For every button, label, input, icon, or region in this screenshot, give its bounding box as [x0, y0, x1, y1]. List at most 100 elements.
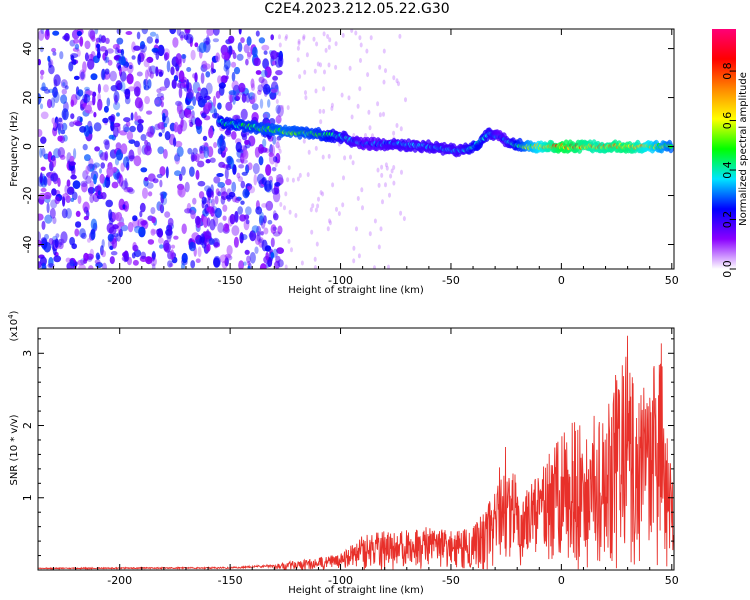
- noise-speckle: [328, 37, 332, 43]
- noise-speckle: [274, 162, 278, 168]
- noise-speckle: [241, 93, 247, 103]
- noise-speckle: [149, 71, 154, 79]
- noise-speckle: [357, 253, 361, 259]
- noise-speckle: [217, 222, 225, 233]
- noise-speckle: [84, 40, 91, 50]
- noise-speckle: [309, 207, 313, 213]
- noise-speckle: [356, 103, 360, 109]
- noise-speckle: [140, 251, 146, 260]
- noise-speckle: [181, 54, 187, 59]
- noise-speckle: [237, 176, 243, 183]
- noise-speckle: [59, 51, 64, 60]
- x-tick-label: -50: [442, 574, 460, 587]
- noise-speckle: [116, 112, 120, 117]
- noise-speckle: [384, 68, 387, 74]
- noise-speckle: [47, 263, 55, 269]
- noise-speckle: [206, 29, 215, 36]
- noise-speckle: [110, 85, 118, 92]
- noise-speckle: [126, 73, 134, 85]
- noise-speckle: [125, 121, 131, 127]
- noise-speckle: [123, 156, 130, 168]
- noise-speckle: [224, 257, 229, 267]
- colorbar-tick-label: 0.8: [721, 62, 734, 80]
- noise-speckle: [262, 111, 271, 120]
- noise-speckle: [64, 32, 70, 42]
- spectrogram-y-axis-label: Frequency (Hz): [9, 111, 20, 187]
- noise-speckle: [83, 215, 89, 221]
- noise-speckle: [40, 187, 47, 193]
- noise-speckle: [274, 182, 281, 187]
- noise-speckle: [192, 197, 197, 205]
- noise-speckle: [385, 165, 389, 171]
- noise-speckle: [80, 71, 85, 80]
- noise-speckle: [152, 178, 159, 184]
- noise-speckle: [143, 59, 150, 68]
- noise-speckle: [208, 198, 213, 204]
- noise-speckle: [297, 40, 301, 46]
- noise-speckle: [334, 41, 338, 47]
- noise-speckle: [146, 182, 154, 189]
- noise-speckle: [101, 68, 105, 80]
- noise-speckle: [241, 171, 248, 176]
- noise-speckle: [40, 69, 45, 76]
- noise-speckle: [187, 147, 193, 155]
- noise-speckle: [141, 29, 149, 35]
- y-tick-label: -40: [21, 236, 34, 254]
- noise-speckle: [247, 52, 251, 60]
- noise-speckle: [167, 217, 174, 227]
- noise-speckle: [103, 84, 109, 93]
- spectrogram-marks: [38, 29, 674, 269]
- noise-speckle: [252, 46, 258, 58]
- noise-speckle: [127, 221, 134, 233]
- noise-speckle: [364, 133, 367, 138]
- noise-speckle: [216, 137, 222, 148]
- noise-speckle: [85, 165, 90, 175]
- noise-speckle: [117, 221, 125, 227]
- noise-speckle: [283, 205, 286, 211]
- noise-speckle: [118, 174, 124, 187]
- noise-speckle: [210, 67, 215, 75]
- noise-speckle: [307, 149, 311, 155]
- noise-speckle: [330, 102, 334, 108]
- noise-speckle: [224, 129, 232, 136]
- noise-speckle: [104, 68, 110, 75]
- noise-speckle: [150, 207, 156, 215]
- noise-speckle: [113, 122, 121, 128]
- noise-speckle: [213, 257, 221, 268]
- noise-speckle: [271, 187, 280, 195]
- noise-speckle: [154, 99, 160, 105]
- noise-speckle: [192, 96, 197, 107]
- noise-speckle: [173, 137, 177, 147]
- noise-speckle: [302, 34, 306, 40]
- noise-speckle: [121, 256, 130, 262]
- noise-speckle: [206, 187, 212, 198]
- noise-speckle: [132, 244, 139, 252]
- noise-speckle: [190, 260, 196, 269]
- noise-speckle: [127, 188, 135, 195]
- noise-speckle: [277, 105, 284, 117]
- noise-speckle: [257, 84, 264, 92]
- noise-speckle: [97, 98, 103, 111]
- noise-speckle: [88, 125, 93, 135]
- noise-speckle: [113, 90, 120, 103]
- noise-speckle: [275, 99, 279, 104]
- noise-speckle: [38, 58, 41, 66]
- noise-speckle: [399, 210, 403, 216]
- noise-speckle: [360, 187, 364, 193]
- noise-speckle: [71, 191, 78, 201]
- noise-speckle: [202, 63, 211, 70]
- noise-speckle: [46, 98, 53, 109]
- noise-speckle: [47, 175, 52, 186]
- noise-speckle: [90, 229, 96, 241]
- noise-speckle: [240, 180, 246, 189]
- noise-speckle: [187, 114, 195, 119]
- noise-speckle: [263, 227, 269, 235]
- noise-speckle: [52, 216, 57, 225]
- spectrogram-x-axis-label: Height of straight line (km): [288, 285, 424, 296]
- noise-speckle: [131, 55, 136, 60]
- noise-speckle: [225, 75, 229, 80]
- noise-speckle: [382, 48, 386, 54]
- noise-speckle: [198, 191, 205, 199]
- noise-speckle: [133, 155, 142, 167]
- noise-speckle: [50, 97, 56, 108]
